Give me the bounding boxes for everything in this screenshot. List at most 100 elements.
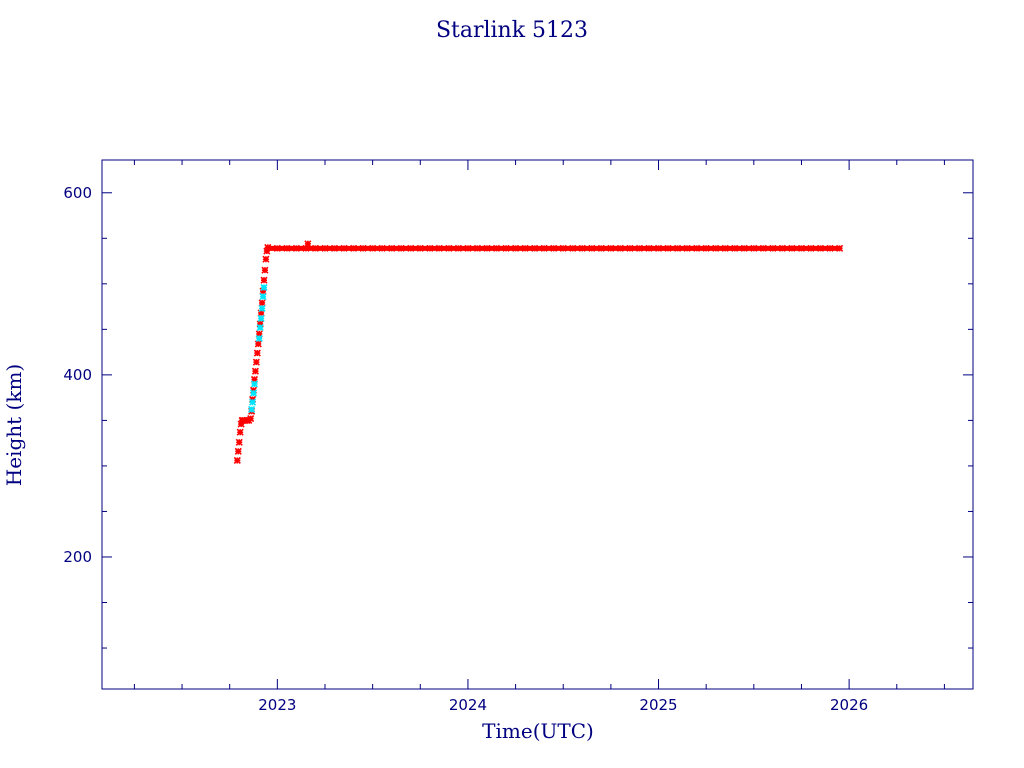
data-point	[788, 244, 796, 252]
data-point	[578, 244, 586, 252]
data-point	[252, 358, 260, 366]
data-point	[350, 244, 358, 252]
data-point	[237, 420, 245, 428]
data-point	[778, 244, 786, 252]
data-point	[693, 244, 701, 252]
data-point	[233, 456, 241, 465]
x-tick-label: 2025	[639, 696, 677, 714]
data-point	[464, 244, 472, 252]
data-point	[426, 244, 434, 252]
data-point	[253, 349, 261, 357]
data-point	[654, 244, 663, 252]
data-point	[435, 244, 443, 252]
data-point	[445, 244, 453, 252]
data-point	[797, 244, 806, 252]
data-point	[263, 247, 271, 255]
data-point	[250, 380, 259, 388]
axis-ticks: 2023 2024 2025 2026 200 400 600	[63, 160, 973, 714]
data-point	[302, 244, 310, 252]
data-point	[416, 244, 424, 252]
data-point	[248, 405, 256, 414]
data-point	[645, 244, 653, 252]
data-point	[340, 244, 348, 252]
data-point	[569, 244, 577, 252]
data-point	[249, 389, 258, 397]
data-point	[258, 304, 266, 312]
data-point	[250, 375, 259, 383]
plot-frame	[101, 159, 974, 690]
data-point	[257, 309, 265, 317]
x-tick-label: 2026	[830, 696, 868, 714]
data-point	[256, 323, 264, 332]
data-points	[233, 240, 844, 465]
data-point	[264, 243, 272, 251]
data-point	[304, 240, 312, 248]
data-point	[750, 244, 758, 252]
data-point	[254, 340, 262, 348]
data-point	[826, 244, 834, 252]
y-tick-label: 200	[63, 548, 92, 566]
y-tick-label: 600	[63, 184, 92, 202]
data-point	[807, 244, 815, 252]
data-point	[311, 244, 320, 252]
data-point	[483, 244, 491, 252]
data-point	[273, 244, 281, 252]
data-point	[256, 320, 264, 328]
data-point	[249, 398, 257, 406]
data-point	[588, 244, 596, 252]
data-point	[740, 244, 748, 252]
chart-title: Starlink 5123	[436, 18, 588, 43]
data-point	[597, 244, 605, 252]
data-point	[261, 266, 269, 274]
data-point	[683, 244, 691, 252]
data-point	[502, 244, 510, 252]
data-point	[259, 287, 267, 295]
data-point	[262, 255, 270, 263]
data-point	[721, 244, 729, 252]
data-point	[559, 244, 567, 252]
data-point	[492, 244, 501, 252]
data-point	[626, 244, 634, 252]
data-point	[521, 244, 529, 252]
data-point	[407, 244, 415, 252]
data-point	[635, 244, 644, 252]
data-point	[259, 293, 267, 301]
data-point	[321, 244, 329, 252]
data-point	[616, 244, 624, 252]
data-point	[454, 244, 462, 252]
data-point	[512, 244, 520, 252]
data-point	[674, 244, 682, 252]
data-point	[369, 244, 377, 252]
data-point	[550, 244, 558, 252]
data-point	[260, 283, 268, 292]
data-point	[255, 330, 263, 338]
data-point	[258, 299, 266, 307]
data-point	[247, 415, 255, 423]
data-point	[388, 244, 396, 252]
data-point	[759, 244, 767, 252]
data-point	[251, 367, 259, 375]
data-point	[292, 244, 300, 252]
data-point	[234, 447, 242, 455]
x-tick-label: 2024	[449, 696, 487, 714]
y-tick-label: 400	[63, 366, 92, 384]
data-point	[330, 244, 339, 252]
data-point	[257, 314, 265, 322]
data-point	[236, 428, 244, 436]
data-point	[359, 244, 367, 252]
data-point	[540, 244, 548, 252]
data-point	[531, 244, 539, 252]
data-point	[607, 244, 615, 252]
data-point	[255, 334, 263, 343]
x-axis-label: Time(UTC)	[482, 719, 594, 743]
data-point	[235, 438, 243, 446]
data-point	[260, 276, 268, 284]
data-point	[712, 244, 720, 252]
data-point	[769, 244, 777, 252]
data-point	[378, 244, 386, 252]
data-point	[283, 244, 291, 252]
data-point	[473, 244, 482, 252]
data-point	[836, 244, 844, 252]
data-point	[397, 244, 405, 252]
